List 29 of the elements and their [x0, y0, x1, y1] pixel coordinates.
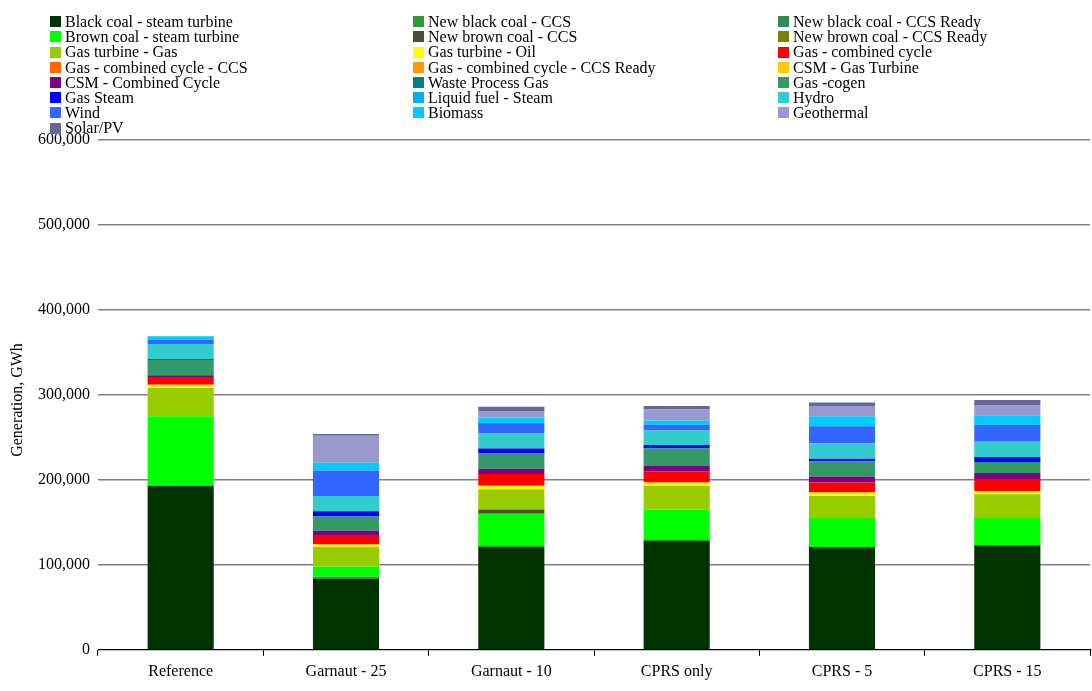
legend-label: Biomass: [428, 104, 484, 122]
y-tick-label: 400,000: [38, 300, 90, 318]
x-tick-label: CPRS - 15: [973, 661, 1042, 679]
x-tick-label: Reference: [148, 661, 214, 679]
legend-label: Gas -cogen: [793, 73, 866, 91]
y-tick-label: 0: [82, 640, 90, 657]
y-tick-label: 500,000: [38, 215, 90, 233]
legend-label: New black coal - CCS Ready: [793, 13, 981, 30]
legend-label: Gas Steam: [65, 89, 134, 106]
legend-label: Hydro: [793, 89, 834, 107]
y-tick-label: 200,000: [38, 470, 90, 488]
x-tick-label: CPRS - 5: [811, 661, 873, 679]
x-tick-label: CPRS only: [640, 661, 713, 680]
legend-label: Gas - combined cycle - CCS Ready: [428, 58, 656, 76]
y-axis-title: Generation, GWh: [8, 343, 26, 457]
legend-label: Gas turbine - Gas: [65, 43, 178, 61]
legend-label: New black coal - CCS: [428, 13, 572, 30]
legend-label: Gas - combined cycle: [793, 43, 933, 61]
x-tick-label: Garnaut - 10: [470, 661, 552, 679]
x-tick-label: Garnaut - 25: [305, 661, 387, 679]
y-tick-label: 100,000: [38, 555, 90, 573]
legend-label: Gas - combined cycle - CCS: [65, 58, 248, 76]
legend-label: Black coal - steam turbine: [65, 13, 233, 30]
y-tick-label: 300,000: [38, 385, 90, 403]
legend-label: Liquid fuel - Steam: [428, 89, 553, 107]
legend-label: Wind: [65, 104, 100, 122]
legend-label: Brown coal - steam turbine: [65, 28, 240, 46]
legend-label: Gas turbine - Oil: [428, 43, 536, 61]
legend-label: New brown coal - CCS: [428, 28, 578, 46]
